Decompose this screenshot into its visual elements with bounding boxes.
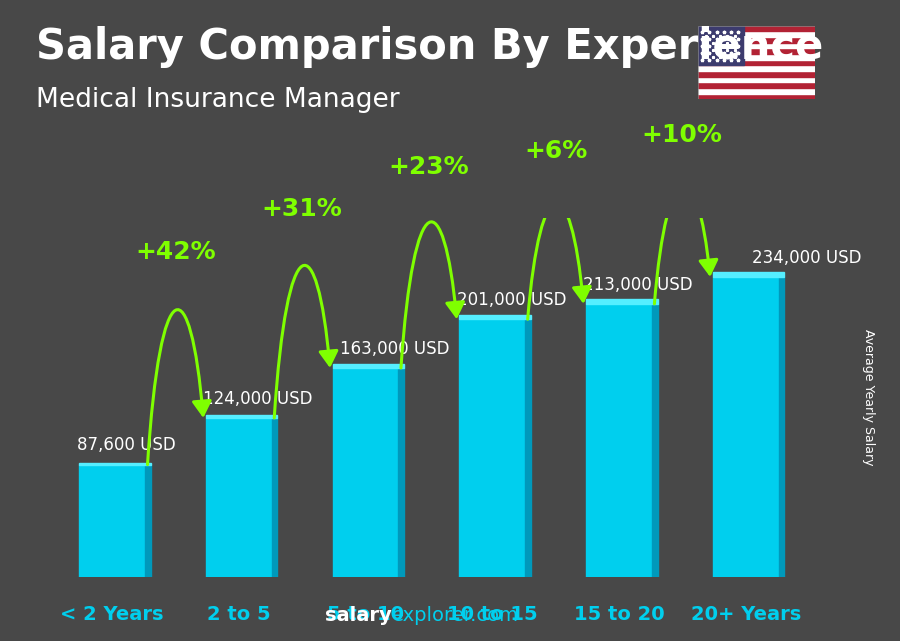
Text: Average Yearly Salary: Average Yearly Salary	[862, 329, 875, 465]
Bar	[698, 71, 814, 77]
Bar	[525, 319, 531, 577]
Text: 10 to 15: 10 to 15	[447, 605, 537, 624]
FancyArrowPatch shape	[148, 310, 211, 465]
Bar	[459, 315, 531, 319]
FancyArrowPatch shape	[654, 185, 716, 304]
Bar	[145, 465, 150, 577]
Text: 5 to 10: 5 to 10	[327, 605, 404, 624]
Text: Medical Insurance Manager: Medical Insurance Manager	[36, 87, 400, 113]
Text: 234,000 USD: 234,000 USD	[752, 249, 861, 267]
Bar	[79, 463, 150, 465]
Text: +6%: +6%	[524, 139, 587, 163]
Bar	[698, 31, 814, 37]
Bar	[698, 88, 814, 94]
Text: +31%: +31%	[262, 197, 343, 221]
Bar	[698, 54, 814, 60]
Text: explorer.com: explorer.com	[392, 606, 518, 625]
Bar	[698, 26, 744, 65]
Bar	[652, 304, 658, 577]
Text: Salary Comparison By Experience: Salary Comparison By Experience	[36, 26, 824, 68]
Bar	[332, 364, 404, 368]
Text: +42%: +42%	[135, 240, 216, 264]
Bar	[778, 277, 784, 577]
Text: < 2 Years: < 2 Years	[60, 605, 164, 624]
Bar	[698, 65, 814, 71]
Text: 20+ Years: 20+ Years	[690, 605, 801, 624]
Text: 213,000 USD: 213,000 USD	[583, 276, 693, 294]
Text: +23%: +23%	[389, 155, 469, 179]
Bar	[698, 60, 814, 65]
Bar	[399, 368, 404, 577]
FancyArrowPatch shape	[274, 265, 337, 418]
Bar	[79, 465, 145, 577]
Bar	[698, 48, 814, 54]
Bar	[332, 368, 399, 577]
FancyArrowPatch shape	[401, 222, 464, 368]
Bar	[206, 415, 277, 418]
Bar	[698, 26, 814, 31]
Bar	[272, 418, 277, 577]
Bar	[586, 304, 652, 577]
Bar	[698, 37, 814, 43]
Bar	[713, 277, 778, 577]
Bar	[459, 319, 525, 577]
Text: 87,600 USD: 87,600 USD	[76, 437, 176, 454]
Text: +10%: +10%	[642, 123, 723, 147]
Text: 2 to 5: 2 to 5	[207, 605, 271, 624]
Bar	[586, 299, 658, 304]
Text: 15 to 20: 15 to 20	[573, 605, 664, 624]
Text: 124,000 USD: 124,000 USD	[203, 390, 313, 408]
Bar	[698, 82, 814, 88]
Text: 163,000 USD: 163,000 USD	[340, 340, 450, 358]
Bar	[698, 77, 814, 82]
Text: salary: salary	[325, 606, 392, 625]
Bar	[698, 43, 814, 48]
Bar	[713, 272, 784, 277]
Bar	[206, 418, 272, 577]
Bar	[698, 94, 814, 99]
Text: 201,000 USD: 201,000 USD	[456, 291, 566, 309]
FancyArrowPatch shape	[527, 203, 590, 319]
